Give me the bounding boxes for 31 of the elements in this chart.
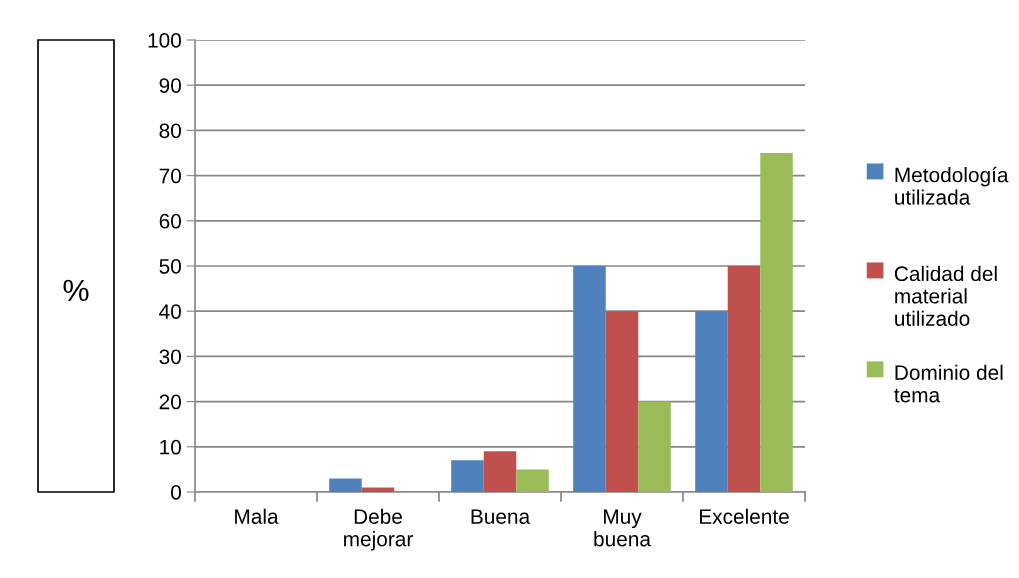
y-tick-label: 60 bbox=[159, 213, 181, 229]
legend-label: Calidad del material utilizado bbox=[894, 265, 997, 326]
bar bbox=[361, 487, 395, 492]
y-axis-title: % bbox=[63, 279, 89, 302]
y-tick-label: 30 bbox=[159, 349, 181, 365]
x-tick-label: Debe mejorar bbox=[344, 508, 413, 551]
x-tick-label: Buena bbox=[471, 509, 531, 524]
y-tick-label: 40 bbox=[159, 304, 181, 319]
bar bbox=[638, 401, 671, 492]
y-tick-label: 80 bbox=[159, 123, 181, 139]
legend-label: Dominio del tema bbox=[894, 364, 1003, 403]
x-tick-label: Excelente bbox=[699, 508, 789, 524]
bar bbox=[760, 153, 793, 492]
legend-label: Metodología utilizada bbox=[895, 166, 1009, 205]
bar bbox=[727, 266, 761, 492]
y-tick-label: 20 bbox=[159, 394, 181, 410]
y-tick-label: 50 bbox=[159, 259, 181, 274]
y-tick-label: 70 bbox=[159, 168, 181, 184]
x-tick-label: Mala bbox=[235, 508, 279, 524]
x-tick-label: Muy buena bbox=[594, 509, 651, 547]
bar bbox=[516, 469, 549, 492]
y-tick-label: 90 bbox=[159, 78, 181, 93]
y-tick-label: 0 bbox=[171, 485, 181, 500]
bar bbox=[483, 451, 517, 492]
bar bbox=[695, 311, 728, 492]
y-tick-label: 100 bbox=[148, 33, 181, 48]
bar bbox=[573, 266, 606, 492]
y-tick-label: 10 bbox=[160, 439, 181, 455]
bar bbox=[605, 311, 639, 492]
bar bbox=[329, 478, 362, 492]
bar bbox=[451, 460, 484, 492]
